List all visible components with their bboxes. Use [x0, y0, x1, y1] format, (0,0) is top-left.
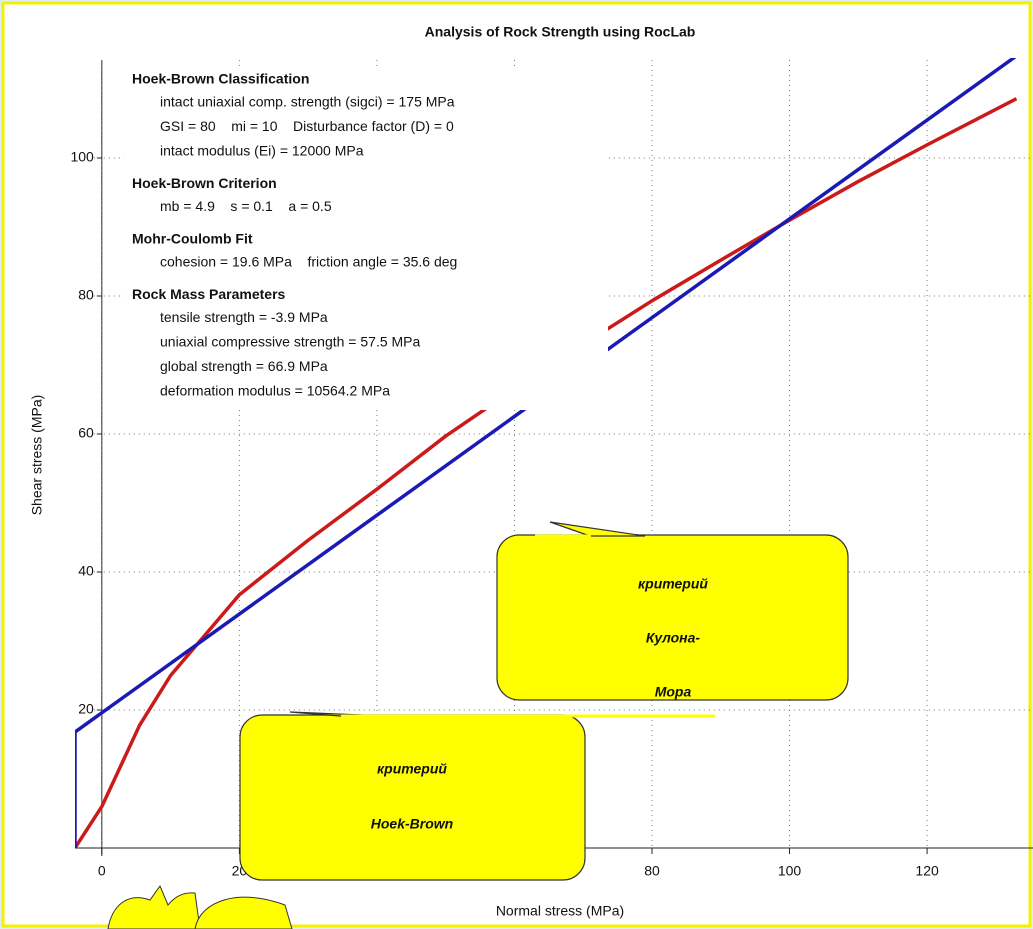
series-line [75, 97, 1018, 848]
callout-box [496, 534, 849, 701]
info-line: GSI = 80 mi = 10 Disturbance factor (D) … [160, 118, 454, 134]
y-tick-label: 100 [70, 149, 94, 165]
series-line [75, 58, 1017, 848]
y-tick-label: 60 [78, 425, 94, 441]
info-heading: Rock Mass Parameters [132, 286, 286, 302]
callout-text: Кулона- [646, 630, 701, 646]
callout-text: Мора [655, 684, 692, 700]
y-tick-label: 20 [78, 701, 94, 717]
callout-text: критерий [377, 761, 447, 777]
callout-text: критерий [638, 576, 708, 592]
info-line: tensile strength = -3.9 MPa [160, 309, 328, 325]
x-tick-label: 0 [98, 863, 106, 879]
info-line: mb = 4.9 s = 0.1 a = 0.5 [160, 198, 332, 214]
info-line: cohesion = 19.6 MPa friction angle = 35.… [160, 254, 457, 270]
y-tick-label: 40 [78, 563, 94, 579]
info-background [124, 66, 608, 410]
chart-title: Analysis of Rock Strength using RocLab [425, 24, 696, 40]
callout-fragment [194, 896, 293, 929]
x-tick-label: 100 [778, 863, 802, 879]
callout-box [239, 714, 586, 881]
info-line: global strength = 66.9 MPa [160, 358, 328, 374]
x-axis-label: Normal stress (MPa) [496, 903, 624, 919]
y-axis-label: Shear stress (MPa) [29, 395, 45, 516]
info-line: uniaxial compressive strength = 57.5 MPa [160, 334, 421, 350]
info-heading: Mohr-Coulomb Fit [132, 231, 253, 247]
info-line: intact modulus (Ei) = 12000 MPa [160, 143, 364, 159]
info-heading: Hoek-Brown Classification [132, 71, 309, 87]
info-heading: Hoek-Brown Criterion [132, 175, 277, 191]
callout-tail [549, 521, 646, 537]
x-tick-label: 120 [915, 863, 939, 879]
callout-text: Hoek-Brown [371, 816, 453, 832]
y-tick-label: 80 [78, 287, 94, 303]
callout-fragment [107, 884, 201, 929]
x-tick-label: 80 [644, 863, 660, 879]
info-line: intact uniaxial comp. strength (sigci) =… [160, 94, 455, 110]
info-line: deformation modulus = 10564.2 MPa [160, 383, 390, 399]
